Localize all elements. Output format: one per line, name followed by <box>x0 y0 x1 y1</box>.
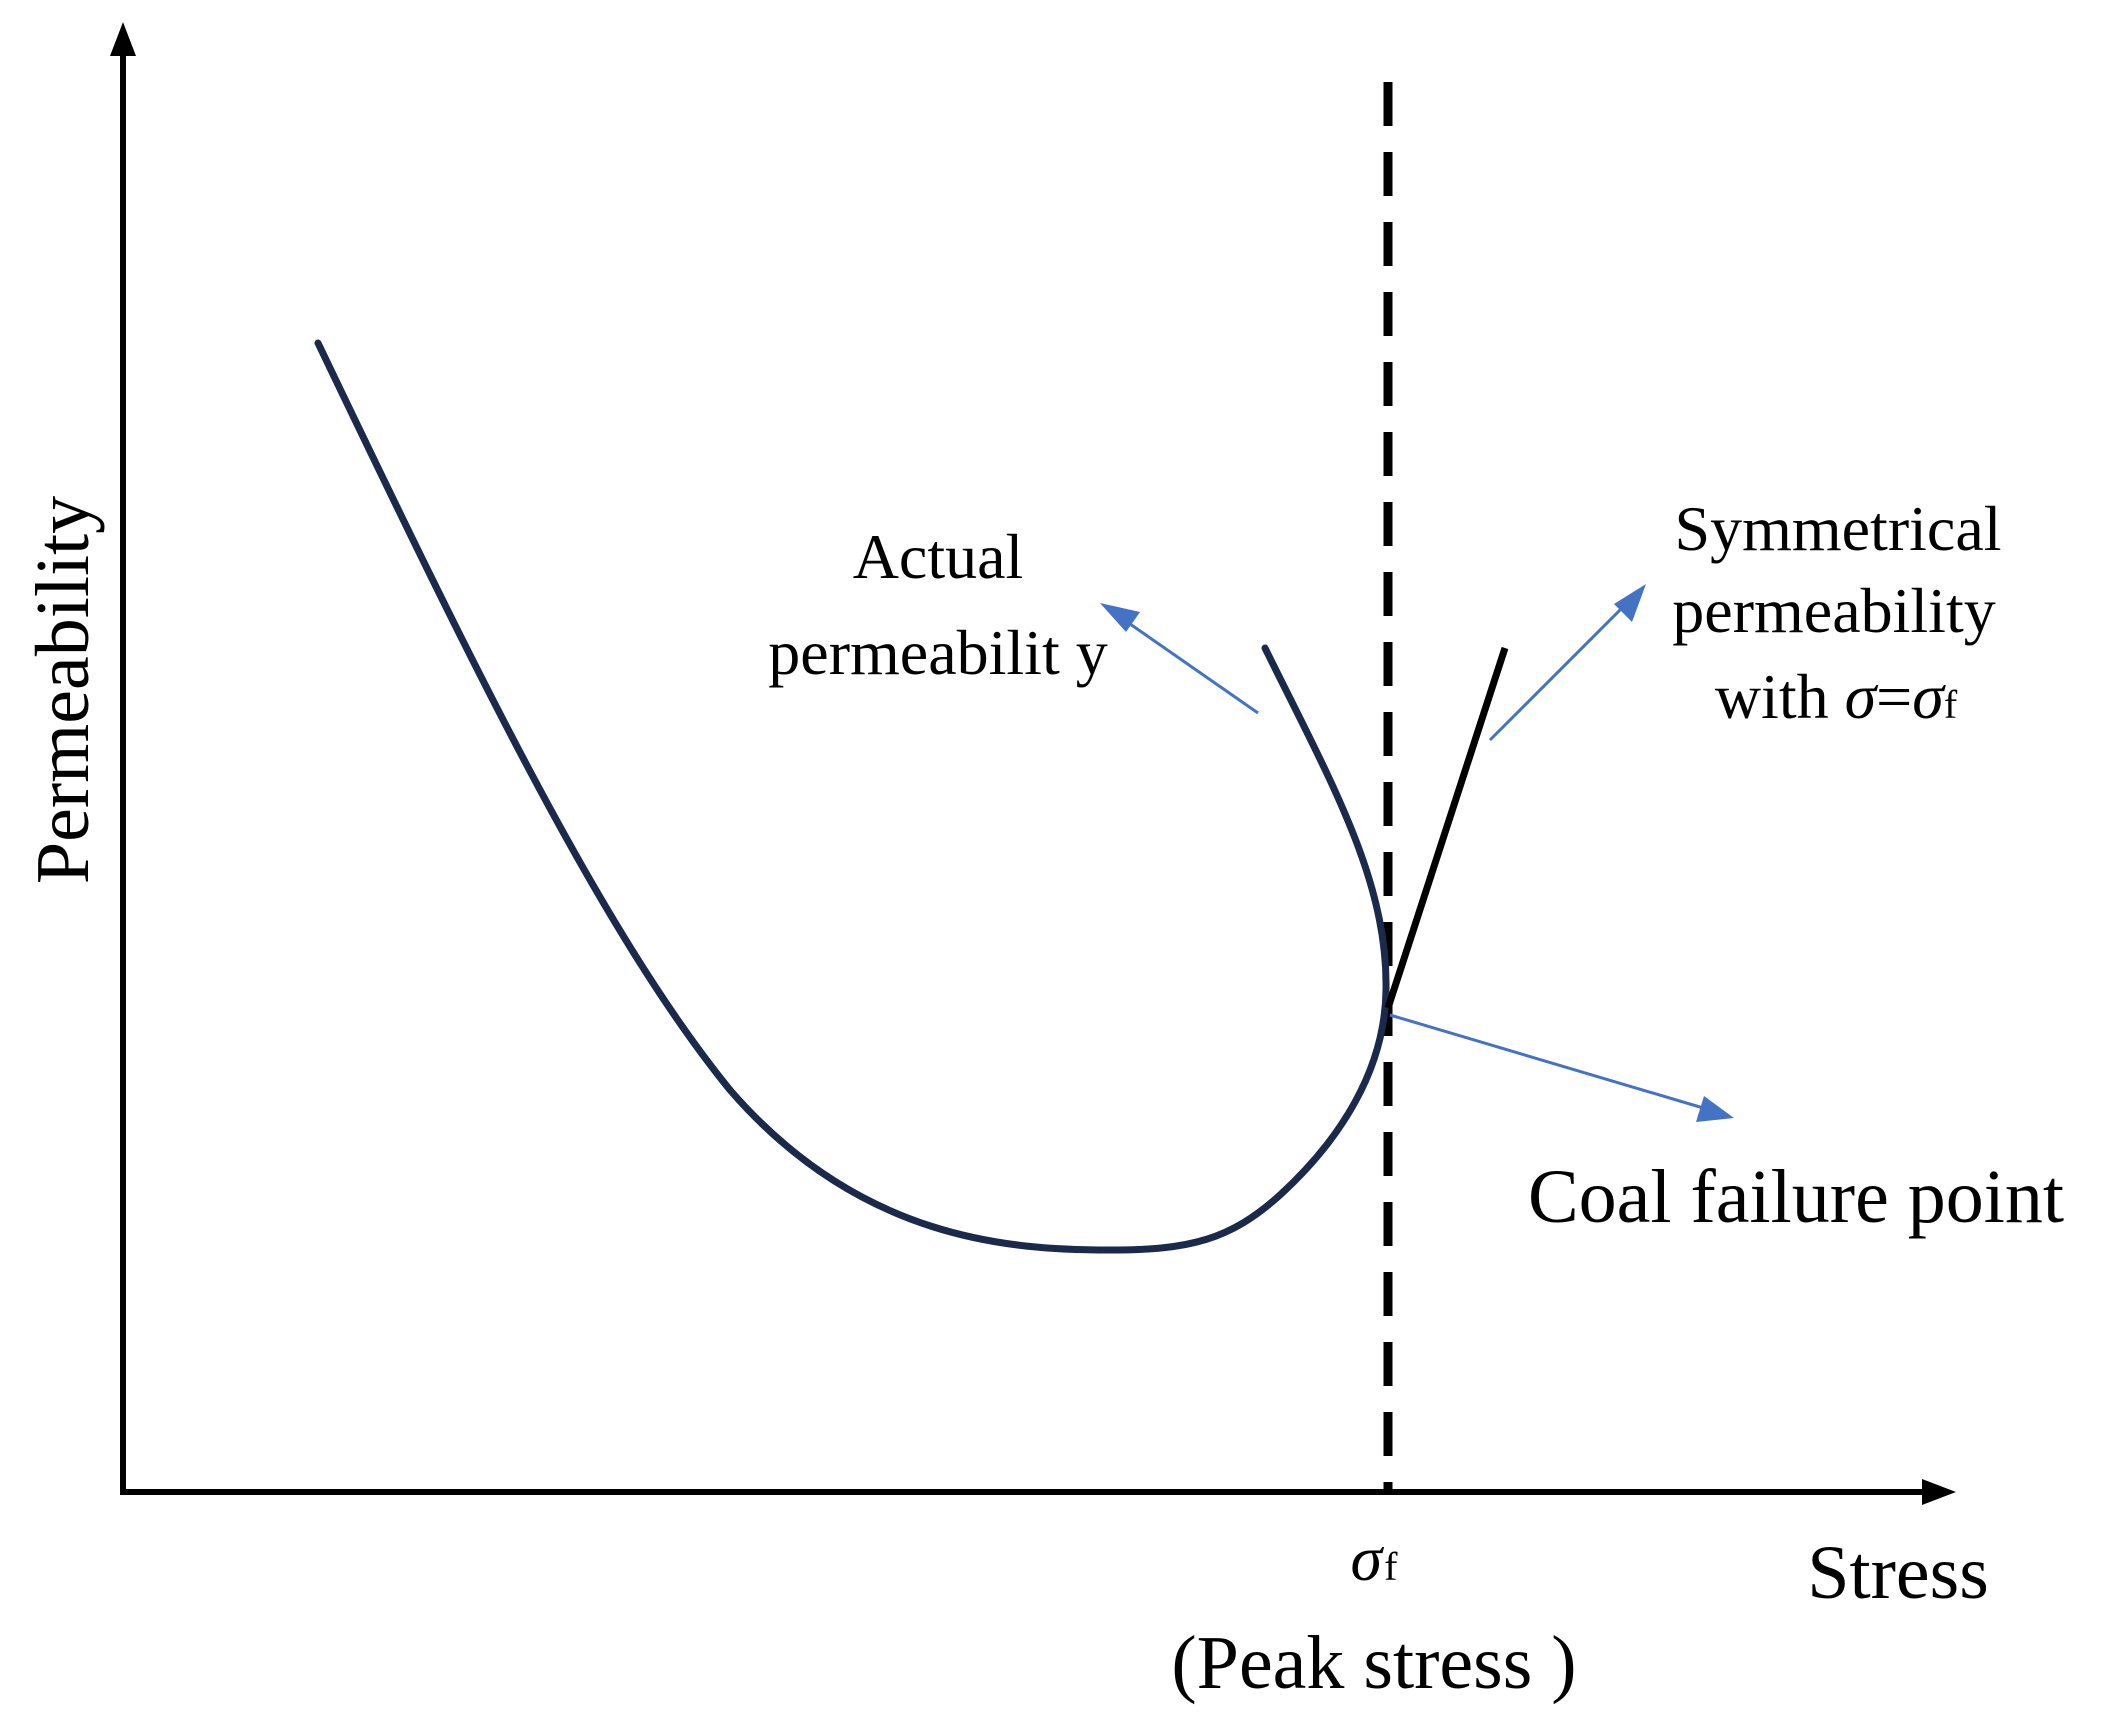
peak-stress-symbol: σf <box>1351 1523 1399 1594</box>
sigma-subscript-2: f <box>1944 682 1958 727</box>
symmetrical-label-line2: permeability <box>1672 575 1995 646</box>
symmetrical-arrow-line <box>1488 598 1632 742</box>
symmetrical-label-line1: Symmetrical <box>1674 493 2001 564</box>
actual-permeability-label-line1: Actual <box>853 521 1024 592</box>
with-text: with <box>1715 661 1845 732</box>
sigma-subscript: f <box>1384 1544 1398 1589</box>
y-axis-arrowhead <box>110 22 136 56</box>
actual-arrow-line <box>1119 615 1259 715</box>
symmetrical-permeability-line <box>1384 646 1509 1010</box>
sigma-symbol-2: σ <box>1912 661 1946 732</box>
x-axis-arrowhead <box>1922 1479 1956 1505</box>
coal-failure-point-label: Coal failure point <box>1528 1155 2064 1239</box>
symmetrical-arrow-head <box>1614 584 1646 622</box>
sigma-symbol: σ <box>1351 1523 1385 1594</box>
failure-arrow-line <box>1389 1013 1711 1112</box>
symmetrical-label-line3: with σ=σf <box>1715 661 1958 732</box>
sigma-symbol-1: σ <box>1845 661 1879 732</box>
x-axis-label: Stress <box>1807 1531 1989 1615</box>
axes <box>110 22 1956 1505</box>
equals-sign: = <box>1876 661 1912 732</box>
peak-stress-caption: (Peak stress ) <box>1171 1621 1576 1705</box>
annotation-arrows <box>1100 584 1734 1122</box>
actual-permeability-label-line2: permeabilit y <box>768 617 1107 688</box>
failure-arrow-head <box>1696 1096 1734 1122</box>
y-axis-label: Permeability <box>21 496 105 884</box>
actual-arrow-head <box>1100 603 1140 632</box>
actual-permeability-curve <box>314 339 1390 1254</box>
